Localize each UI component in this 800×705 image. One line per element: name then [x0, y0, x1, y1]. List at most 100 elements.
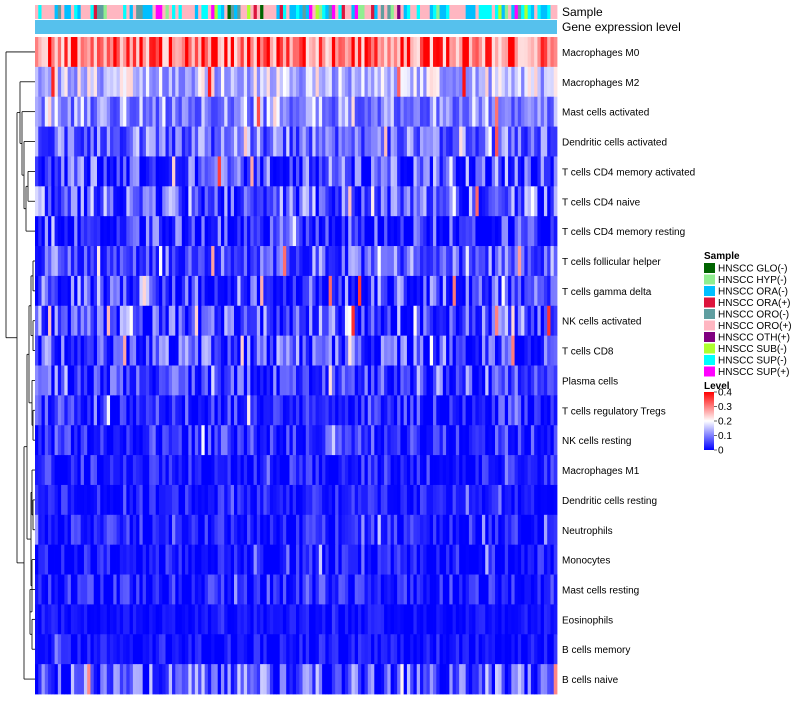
heatmap-cell: [110, 66, 114, 98]
heatmap-cell: [296, 216, 300, 247]
heatmap-cell: [38, 216, 42, 247]
heatmap-cell: [436, 604, 440, 635]
heatmap-cell: [397, 37, 401, 68]
heatmap-cell: [178, 37, 183, 68]
heatmap-cell: [149, 66, 153, 98]
heatmap-cell: [504, 275, 509, 307]
heatmap-cell: [335, 126, 339, 157]
heatmap-cell: [478, 126, 483, 157]
heatmap-cell: [485, 455, 489, 486]
heatmap-cell: [152, 574, 157, 605]
heatmap-cell: [250, 365, 254, 396]
heatmap-cell: [309, 395, 313, 426]
heatmap-cell: [158, 335, 163, 366]
heatmap-cell: [485, 395, 489, 426]
heatmap-cell: [230, 365, 235, 396]
heatmap-cell: [393, 335, 398, 366]
heatmap-cell: [498, 156, 502, 187]
heatmap-cell: [100, 126, 104, 157]
heatmap-cell: [220, 604, 225, 635]
heatmap-cell: [511, 634, 515, 665]
heatmap-cell: [276, 574, 281, 605]
heatmap-cell: [172, 514, 176, 546]
heatmap-cell: [67, 156, 72, 187]
heatmap-cell: [90, 365, 95, 396]
heatmap-cell: [459, 305, 463, 337]
heatmap-cell: [269, 664, 274, 695]
heatmap-cell: [54, 514, 59, 546]
heatmap-cell: [462, 275, 467, 307]
heatmap-cell: [390, 604, 395, 635]
heatmap-cell: [393, 425, 398, 456]
heatmap-cell: [309, 664, 313, 695]
heatmap-cell: [534, 216, 538, 247]
heatmap-cell: [61, 514, 65, 546]
heatmap-cell: [70, 484, 75, 516]
heatmap-cell: [527, 96, 532, 127]
heatmap-cell: [70, 96, 75, 127]
heatmap-cell: [498, 335, 502, 366]
heatmap-cell: [504, 514, 509, 546]
heatmap-cell: [302, 305, 307, 337]
heatmap-cell: [504, 365, 509, 396]
heatmap-cell: [455, 574, 460, 605]
heatmap-cell: [250, 395, 254, 426]
heatmap-cell: [341, 126, 346, 157]
heatmap-cell: [309, 216, 313, 247]
heatmap-cell: [152, 37, 157, 68]
heatmap-cell: [289, 246, 294, 277]
heatmap-cell: [243, 574, 248, 605]
heatmap-cell: [119, 126, 124, 157]
heatmap-cell: [266, 664, 271, 695]
heatmap-cell: [403, 156, 408, 187]
heatmap-cell: [41, 275, 46, 307]
heatmap-cell: [423, 37, 427, 68]
heatmap-cell: [442, 216, 447, 247]
heatmap-cell: [113, 275, 117, 307]
heatmap-cell: [410, 544, 414, 575]
heatmap-cell: [80, 216, 85, 247]
heatmap-cell: [289, 186, 294, 217]
heatmap-cell: [126, 664, 131, 695]
heatmap-cell: [243, 275, 248, 307]
heatmap-cell: [410, 574, 414, 605]
heatmap-cell: [191, 604, 196, 635]
heatmap-cell: [83, 604, 88, 635]
heatmap-cell: [521, 37, 525, 68]
heatmap-cell: [348, 634, 352, 665]
row-label: T cells CD4 memory resting: [562, 227, 685, 238]
heatmap-cell: [139, 156, 144, 187]
heatmap-cell: [172, 96, 176, 127]
heatmap-cell: [462, 305, 467, 337]
heatmap-cell: [106, 544, 111, 575]
level-bar-fill: [35, 20, 557, 34]
heatmap-cell: [266, 96, 271, 127]
heatmap-cell: [384, 604, 388, 635]
heatmap-cell: [224, 574, 228, 605]
row-label: T cells CD4 memory activated: [562, 167, 695, 178]
heatmap-cell: [348, 484, 352, 516]
heatmap-cell: [48, 66, 52, 98]
heatmap-cell: [139, 664, 144, 695]
sample-bar-cell: [240, 5, 245, 19]
heatmap-cell: [96, 484, 101, 516]
heatmap-cell: [269, 37, 274, 68]
heatmap-cell: [478, 156, 483, 187]
heatmap-cell: [410, 455, 414, 486]
heatmap-cell: [488, 246, 493, 277]
heatmap-cell: [110, 664, 114, 695]
heatmap-cell: [384, 96, 388, 127]
heatmap-cell: [282, 305, 287, 337]
heatmap-cell: [357, 455, 362, 486]
heatmap-cell: [475, 96, 480, 127]
level-legend-colorbar: [704, 392, 714, 450]
heatmap-cell: [217, 365, 222, 396]
heatmap-cell: [543, 126, 548, 157]
heatmap-cell: [292, 335, 297, 366]
heatmap-cell: [116, 37, 121, 68]
heatmap-cell: [504, 634, 509, 665]
heatmap-cell: [276, 156, 281, 187]
heatmap-cell: [113, 126, 117, 157]
heatmap-cell: [361, 395, 365, 426]
heatmap-cell: [380, 126, 385, 157]
